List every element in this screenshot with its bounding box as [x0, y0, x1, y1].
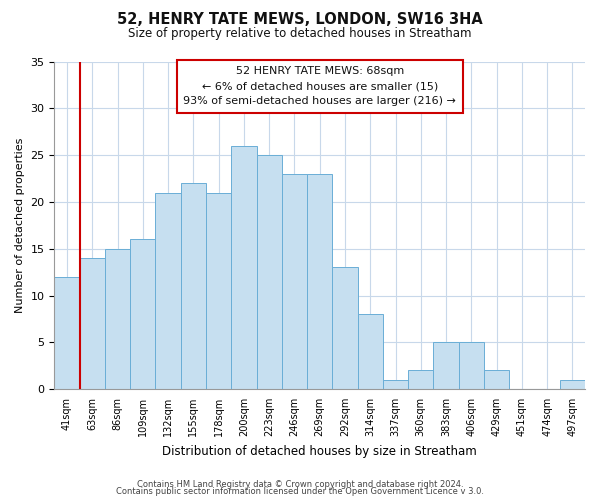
- Bar: [130, 240, 155, 389]
- Bar: [458, 342, 484, 389]
- Bar: [105, 248, 130, 389]
- Bar: [282, 174, 307, 389]
- Bar: [358, 314, 383, 389]
- Bar: [433, 342, 458, 389]
- Text: Contains HM Land Registry data © Crown copyright and database right 2024.: Contains HM Land Registry data © Crown c…: [137, 480, 463, 489]
- Bar: [231, 146, 257, 389]
- Text: Contains public sector information licensed under the Open Government Licence v : Contains public sector information licen…: [116, 487, 484, 496]
- Text: Size of property relative to detached houses in Streatham: Size of property relative to detached ho…: [128, 28, 472, 40]
- Bar: [332, 268, 358, 389]
- Text: 52, HENRY TATE MEWS, LONDON, SW16 3HA: 52, HENRY TATE MEWS, LONDON, SW16 3HA: [117, 12, 483, 28]
- Bar: [80, 258, 105, 389]
- X-axis label: Distribution of detached houses by size in Streatham: Distribution of detached houses by size …: [163, 444, 477, 458]
- Bar: [181, 183, 206, 389]
- Bar: [155, 192, 181, 389]
- Bar: [257, 155, 282, 389]
- Y-axis label: Number of detached properties: Number of detached properties: [15, 138, 25, 313]
- Bar: [307, 174, 332, 389]
- Bar: [408, 370, 433, 389]
- Bar: [383, 380, 408, 389]
- Bar: [206, 192, 231, 389]
- Text: 52 HENRY TATE MEWS: 68sqm
← 6% of detached houses are smaller (15)
93% of semi-d: 52 HENRY TATE MEWS: 68sqm ← 6% of detach…: [183, 66, 456, 106]
- Bar: [55, 277, 80, 389]
- Bar: [560, 380, 585, 389]
- Bar: [484, 370, 509, 389]
